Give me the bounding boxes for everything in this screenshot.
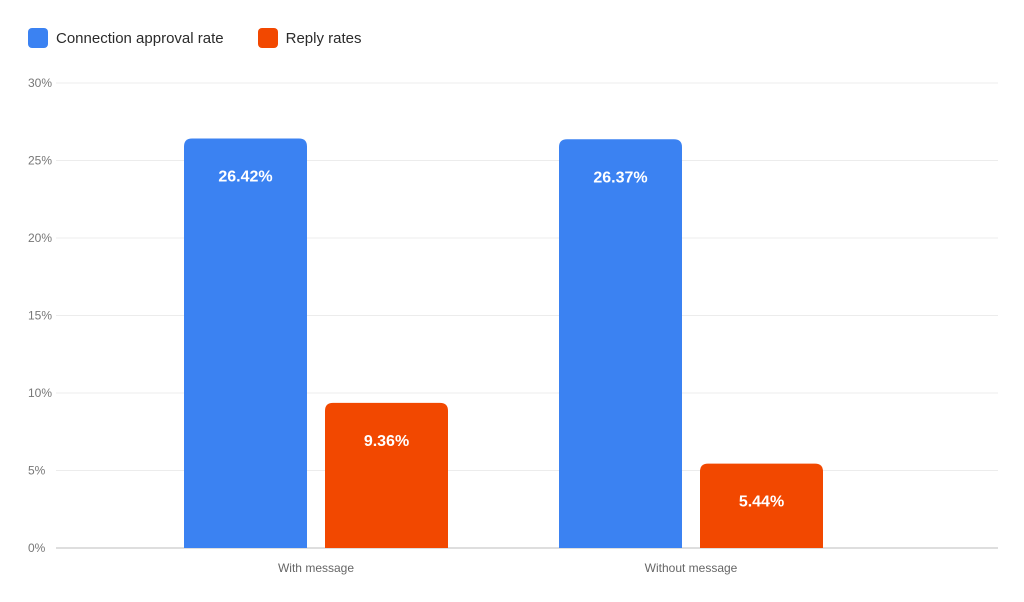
chart-legend: Connection approval rate Reply rates xyxy=(28,27,395,49)
bar-data-label: 26.42% xyxy=(218,168,272,185)
x-category-label: With message xyxy=(278,561,354,575)
bar-connection-approval xyxy=(559,139,682,548)
bar-data-label: 5.44% xyxy=(739,494,784,511)
bar-reply-rate xyxy=(325,402,448,548)
y-tick-label: 15% xyxy=(28,309,52,323)
y-tick-label: 25% xyxy=(28,154,52,168)
legend-swatch xyxy=(257,28,278,48)
legend-item-1: Reply rates xyxy=(257,28,362,48)
y-tick-label: 20% xyxy=(28,231,52,245)
legend-label: Connection approval rate xyxy=(56,29,224,47)
y-tick-label: 5% xyxy=(28,464,46,478)
y-tick-label: 10% xyxy=(28,386,52,400)
bar-reply-rate xyxy=(700,463,823,548)
legend-label: Reply rates xyxy=(285,29,362,47)
bar-connection-approval xyxy=(184,138,307,549)
y-tick-label: 0% xyxy=(28,541,46,555)
bar-data-label: 9.36% xyxy=(364,433,409,450)
legend-item-0: Connection approval rate xyxy=(28,28,224,48)
y-tick-label: 30% xyxy=(28,76,52,90)
x-category-label: Without message xyxy=(645,561,738,575)
bar-data-label: 26.37% xyxy=(593,169,647,186)
legend-swatch xyxy=(28,28,48,48)
